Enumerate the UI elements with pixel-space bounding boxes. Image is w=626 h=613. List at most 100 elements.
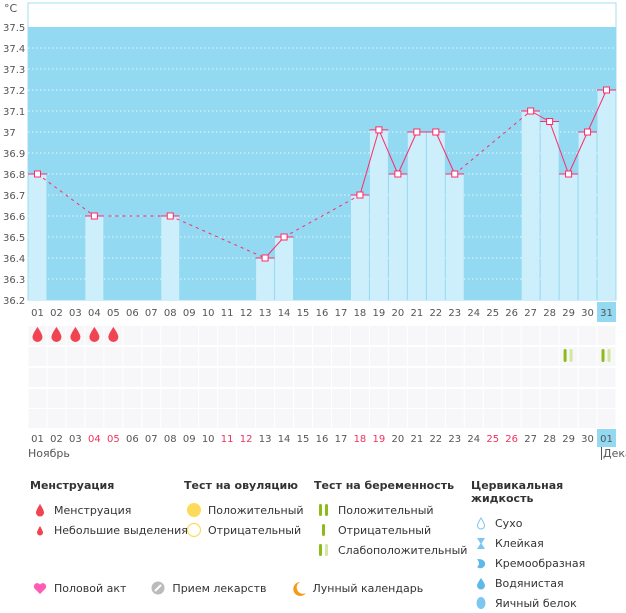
x-tick-label[interactable]: 01 bbox=[31, 308, 44, 319]
tracker-cell[interactable] bbox=[331, 347, 350, 366]
tracker-cell[interactable] bbox=[426, 326, 445, 345]
x-tick-label[interactable]: 24 bbox=[467, 308, 480, 319]
x-tick-label[interactable]: 05 bbox=[107, 308, 120, 319]
tracker-cell[interactable] bbox=[180, 347, 199, 366]
tracker-cell[interactable] bbox=[28, 389, 47, 408]
pregnancy-test-icon[interactable] bbox=[601, 349, 605, 362]
tracker-cell[interactable] bbox=[142, 326, 161, 345]
tracker-cell[interactable] bbox=[540, 389, 559, 408]
tracker-cell[interactable] bbox=[218, 326, 237, 345]
tracker-cell[interactable] bbox=[275, 368, 294, 387]
temperature-point-22[interactable] bbox=[432, 128, 440, 136]
tracker-cell[interactable] bbox=[161, 326, 180, 345]
tracker-day-label[interactable]: 24 bbox=[467, 434, 480, 445]
temperature-point-19[interactable] bbox=[375, 126, 383, 134]
x-tick-label[interactable]: 21 bbox=[410, 308, 423, 319]
tracker-cell[interactable] bbox=[350, 347, 369, 366]
tracker-day-label[interactable]: 27 bbox=[524, 434, 537, 445]
tracker-cell[interactable] bbox=[407, 326, 426, 345]
tracker-cell[interactable] bbox=[388, 409, 407, 428]
tracker-cell[interactable] bbox=[331, 409, 350, 428]
tracker-cell[interactable] bbox=[578, 409, 597, 428]
x-tick-label[interactable]: 18 bbox=[354, 308, 367, 319]
tracker-cell[interactable] bbox=[578, 368, 597, 387]
tracker-cell[interactable] bbox=[104, 389, 123, 408]
tracker-cell[interactable] bbox=[28, 368, 47, 387]
pregnancy-test-icon[interactable] bbox=[607, 349, 611, 362]
tracker-cell[interactable] bbox=[294, 368, 313, 387]
x-tick-label[interactable]: 22 bbox=[429, 308, 442, 319]
tracker-cell[interactable] bbox=[180, 389, 199, 408]
tracker-cell[interactable] bbox=[237, 389, 256, 408]
tracker-cell[interactable] bbox=[142, 389, 161, 408]
tracker-cell[interactable] bbox=[237, 347, 256, 366]
x-tick-label[interactable]: 31 bbox=[600, 308, 613, 319]
tracker-day-label[interactable]: 17 bbox=[335, 434, 348, 445]
x-tick-label[interactable]: 30 bbox=[581, 308, 594, 319]
tracker-cell[interactable] bbox=[597, 368, 616, 387]
tracker-cell[interactable] bbox=[47, 409, 66, 428]
tracker-day-label[interactable]: 03 bbox=[69, 434, 82, 445]
temperature-point-23[interactable] bbox=[451, 170, 459, 178]
x-tick-label[interactable]: 11 bbox=[221, 308, 234, 319]
tracker-cell[interactable] bbox=[66, 409, 85, 428]
temperature-point-14[interactable] bbox=[280, 233, 288, 241]
tracker-day-label[interactable]: 22 bbox=[429, 434, 442, 445]
tracker-cell[interactable] bbox=[483, 326, 502, 345]
temperature-point-27[interactable] bbox=[527, 107, 535, 115]
tracker-cell[interactable] bbox=[199, 368, 218, 387]
tracker-day-label[interactable]: 15 bbox=[297, 434, 310, 445]
tracker-cell[interactable] bbox=[388, 347, 407, 366]
tracker-cell[interactable] bbox=[47, 368, 66, 387]
tracker-cell[interactable] bbox=[445, 409, 464, 428]
tracker-cell[interactable] bbox=[331, 326, 350, 345]
temperature-bar-14[interactable] bbox=[275, 237, 294, 300]
x-tick-label[interactable]: 12 bbox=[240, 308, 253, 319]
tracker-cell[interactable] bbox=[313, 409, 331, 428]
tracker-cell[interactable] bbox=[407, 368, 426, 387]
pregnancy-test-icon[interactable] bbox=[563, 349, 567, 362]
tracker-cell[interactable] bbox=[426, 368, 445, 387]
tracker-day-label[interactable]: 02 bbox=[50, 434, 63, 445]
tracker-cell[interactable] bbox=[559, 347, 578, 366]
temperature-bar-01[interactable] bbox=[28, 174, 47, 300]
temperature-point-20[interactable] bbox=[394, 170, 402, 178]
tracker-cell[interactable] bbox=[47, 347, 66, 366]
tracker-cell[interactable] bbox=[464, 389, 483, 408]
x-tick-label[interactable]: 04 bbox=[88, 308, 101, 319]
tracker-day-label[interactable]: 28 bbox=[543, 434, 556, 445]
tracker-cell[interactable] bbox=[161, 368, 180, 387]
tracker-cell[interactable] bbox=[331, 389, 350, 408]
temperature-bar-30[interactable] bbox=[578, 132, 597, 300]
tracker-cell[interactable] bbox=[502, 368, 521, 387]
x-tick-label[interactable]: 28 bbox=[543, 308, 556, 319]
tracker-cell[interactable] bbox=[483, 409, 502, 428]
temperature-bar-23[interactable] bbox=[445, 174, 464, 300]
blood-drop-icon[interactable] bbox=[51, 327, 62, 342]
tracker-cell[interactable] bbox=[331, 368, 350, 387]
tracker-cell[interactable] bbox=[180, 368, 199, 387]
tracker-cell[interactable] bbox=[66, 347, 85, 366]
tracker-cell[interactable] bbox=[161, 347, 180, 366]
tracker-day-label[interactable]: 09 bbox=[183, 434, 196, 445]
tracker-cell[interactable] bbox=[47, 389, 66, 408]
tracker-cell[interactable] bbox=[597, 409, 616, 428]
x-tick-label[interactable]: 14 bbox=[278, 308, 291, 319]
tracker-cell[interactable] bbox=[237, 326, 256, 345]
tracker-cell[interactable] bbox=[426, 347, 445, 366]
temperature-bar-31[interactable] bbox=[597, 90, 616, 300]
blood-drop-icon[interactable] bbox=[32, 327, 43, 342]
tracker-cell[interactable] bbox=[199, 409, 218, 428]
tracker-cell[interactable] bbox=[275, 347, 294, 366]
x-tick-label[interactable]: 23 bbox=[448, 308, 461, 319]
tracker-cell[interactable] bbox=[161, 409, 180, 428]
tracker-cell[interactable] bbox=[313, 368, 331, 387]
tracker-cell[interactable] bbox=[256, 409, 275, 428]
tracker-cell[interactable] bbox=[426, 409, 445, 428]
tracker-cell[interactable] bbox=[445, 326, 464, 345]
tracker-cell[interactable] bbox=[275, 326, 294, 345]
tracker-cell[interactable] bbox=[407, 347, 426, 366]
tracker-cell[interactable] bbox=[502, 326, 521, 345]
tracker-cell[interactable] bbox=[85, 368, 104, 387]
tracker-cell[interactable] bbox=[407, 409, 426, 428]
